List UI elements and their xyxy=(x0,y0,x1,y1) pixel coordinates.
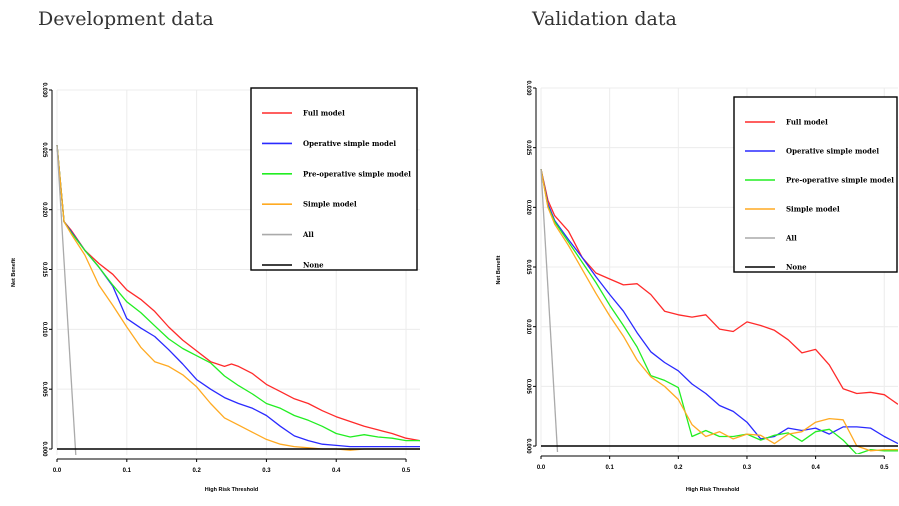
x-axis-title: High Risk Threshold xyxy=(686,487,739,493)
legend-label-none: None xyxy=(303,261,324,270)
y-tick-label: 0.000 xyxy=(41,442,47,458)
series-line-full-model xyxy=(540,169,898,405)
x-tick-label: 0.4 xyxy=(811,465,820,471)
legend-label-all: All xyxy=(302,230,314,239)
legend-label-pre-operative-simple-model: Pre-operative simple model xyxy=(786,176,894,185)
x-tick-label: 0.5 xyxy=(880,465,889,471)
legend-label-full-model: Full model xyxy=(786,118,828,127)
legend-label-none: None xyxy=(786,263,807,272)
y-tick-label: 0.025 xyxy=(525,140,531,156)
legend-label-operative-simple-model: Operative simple model xyxy=(303,139,396,148)
development-chart-title: Development data xyxy=(38,8,214,30)
x-axis-title: High Risk Threshold xyxy=(205,487,258,493)
y-tick-label: 0.010 xyxy=(525,319,531,335)
x-tick-label: 0.0 xyxy=(537,465,546,471)
y-tick-label: 0.015 xyxy=(525,260,531,276)
y-tick-label: 0.005 xyxy=(41,382,47,398)
y-tick-label: 0.010 xyxy=(41,322,47,338)
x-tick-label: 0.2 xyxy=(674,465,683,471)
x-tick-label: 0.0 xyxy=(53,468,62,474)
legend-label-simple-model: Simple model xyxy=(303,200,357,209)
series-line-all xyxy=(56,144,77,456)
series-line-pre-operative-simple-model xyxy=(56,144,420,442)
y-tick-label: 0.030 xyxy=(525,80,531,96)
x-tick-label: 0.1 xyxy=(123,468,132,474)
y-tick-label: 0.030 xyxy=(41,82,47,98)
x-tick-label: 0.2 xyxy=(192,468,201,474)
series-line-full-model xyxy=(56,144,420,442)
y-tick-label: 0.005 xyxy=(525,379,531,395)
x-tick-label: 0.1 xyxy=(605,465,614,471)
y-tick-label: 0.000 xyxy=(525,439,531,455)
y-axis-title: Net Benefit xyxy=(11,258,17,287)
series-line-operative-simple-model xyxy=(540,169,898,445)
y-tick-label: 0.020 xyxy=(41,202,47,218)
series-line-simple-model xyxy=(540,169,898,452)
legend-box xyxy=(250,87,418,271)
legend-label-all: All xyxy=(785,234,797,243)
x-tick-label: 0.5 xyxy=(402,468,411,474)
legend-label-simple-model: Simple model xyxy=(786,205,840,214)
validation-chart-title: Validation data xyxy=(532,8,677,30)
y-tick-label: 0.015 xyxy=(41,262,47,278)
x-tick-label: 0.3 xyxy=(262,468,271,474)
x-tick-label: 0.3 xyxy=(743,465,752,471)
series-line-all xyxy=(540,169,559,453)
legend-label-pre-operative-simple-model: Pre-operative simple model xyxy=(303,169,411,178)
legend-label-operative-simple-model: Operative simple model xyxy=(786,147,879,156)
legend-box xyxy=(733,96,898,273)
y-tick-label: 0.020 xyxy=(525,200,531,216)
x-tick-label: 0.4 xyxy=(332,468,341,474)
y-axis-title: Net Benefit xyxy=(496,255,502,284)
legend-label-full-model: Full model xyxy=(303,109,345,118)
y-tick-label: 0.025 xyxy=(41,142,47,158)
